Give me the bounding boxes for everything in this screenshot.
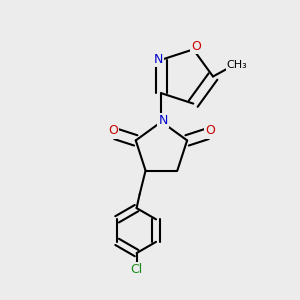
Text: O: O xyxy=(205,124,215,137)
Text: O: O xyxy=(191,40,201,53)
Text: O: O xyxy=(108,124,118,137)
Text: CH₃: CH₃ xyxy=(226,59,248,70)
Text: N: N xyxy=(154,53,163,66)
Text: N: N xyxy=(158,114,168,127)
Text: Cl: Cl xyxy=(130,263,143,276)
